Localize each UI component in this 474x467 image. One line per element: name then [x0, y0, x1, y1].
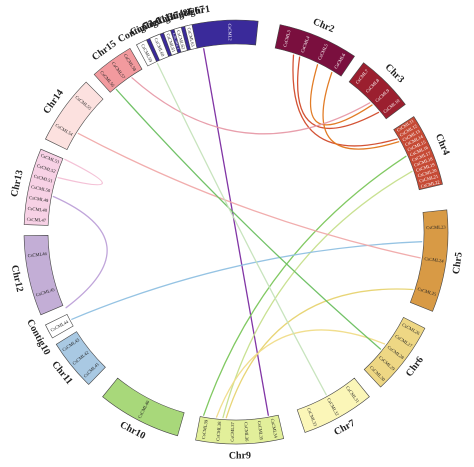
synteny-link [71, 241, 423, 320]
chromosome-label-chr6: Chr6 [404, 355, 426, 379]
synteny-link [222, 170, 413, 419]
gene-label: CsCML63 [186, 27, 195, 48]
synteny-link [77, 132, 421, 259]
chromosome-segment-chr4 [393, 116, 443, 191]
synteny-link [131, 77, 371, 135]
synteny-link [309, 64, 373, 126]
chromosome-label-chr5: Chr5 [451, 251, 465, 275]
chromosome-label-chr3: Chr3 [383, 62, 407, 86]
chromosome-segment-contig86 [173, 26, 188, 53]
chromosome-segment-chr12 [23, 234, 64, 316]
chromosome-segment-contig67 [184, 24, 198, 50]
gene-label: CsCML50 [31, 184, 52, 193]
gene-label: CsCML24 [424, 256, 445, 264]
synteny-links [52, 48, 423, 419]
chromosome-segment-chr13 [23, 148, 64, 226]
chromosome-segment-chr7 [296, 377, 370, 433]
gene-label: CsCML18 [413, 156, 434, 168]
gene-label: CsCML39 [201, 419, 209, 440]
gene-label: CsCML25 [417, 286, 438, 297]
chromosome-label-chr2: Chr2 [311, 16, 336, 35]
gene-label: CsCML4 [300, 35, 311, 53]
chromosome-segment-chr5 [409, 209, 449, 312]
gene-label: CsCML51 [33, 174, 54, 184]
synteny-link [156, 62, 327, 396]
chromosome-segment-chr6 [363, 316, 426, 388]
gene-label: CsCML38 [215, 421, 222, 441]
gene-label: CsCML35 [257, 421, 264, 442]
synteny-link [225, 288, 414, 419]
chromosome-segment-chr15 [93, 47, 143, 93]
gene-label: CsCML23 [426, 225, 446, 230]
chromosome-segment-contig111 [149, 33, 170, 61]
gene-label: CsCML52 [36, 163, 57, 174]
chromosome-label-chr9: Chr9 [229, 450, 251, 461]
synteny-link [215, 329, 386, 418]
chromosome-segment-chr10 [102, 377, 185, 437]
synteny-link [115, 88, 382, 350]
chromosome-segment-contig174 [163, 29, 179, 56]
gene-label: CsCML61 [165, 33, 176, 54]
chromosome-ring: CsCML1 CsCML2 CsCML3 CsCML4 CsCML5CsCML6CsCM… [23, 19, 449, 445]
gene-label: CsCML49 [29, 195, 50, 203]
gene-label: CsCML47 [27, 217, 47, 223]
gene-label: CsCML3 [282, 29, 291, 47]
chromosome-label-chr4: Chr4 [433, 132, 452, 157]
gene-label: CsCML19 [415, 162, 436, 173]
chromosome-label-chr1: Chr1 [187, 4, 211, 19]
synteny-link [292, 54, 398, 147]
gene-label: CsCML48 [27, 206, 48, 213]
chromosome-segment-contig73 [136, 39, 157, 67]
chromosome-label-chr10: Chr10 [118, 420, 147, 442]
synteny-link [296, 56, 380, 129]
gene-label: CsCML21 [419, 173, 440, 183]
synteny-link [52, 195, 108, 309]
chromosome-segment-chr9 [195, 414, 285, 445]
chromosome-segment-contig10 [45, 314, 74, 339]
gene-label: CsCML36 [243, 422, 249, 442]
chromosome-segment-chr11 [55, 331, 106, 385]
synteny-link [203, 48, 269, 416]
chromosome-label-chr13: Chr13 [9, 169, 26, 198]
gene-label: CsCML62 [176, 30, 186, 51]
chromosome-label-chr7: Chr7 [332, 418, 357, 438]
gene-label: CsCML34 [270, 418, 279, 439]
chromosome-segment-chr14 [45, 81, 104, 150]
gene-label: CsCML46 [27, 251, 48, 258]
gene-label: CsCML37 [230, 422, 235, 442]
gene-label: CsCML45 [35, 287, 56, 298]
gene-label: CsCML2 [227, 23, 233, 41]
gene-label: CsCML1 [172, 32, 182, 50]
synteny-link [203, 155, 407, 416]
synteny-link [57, 158, 103, 186]
chromosome-segment-chr3 [348, 62, 406, 120]
synteny-link [322, 71, 400, 150]
chromosome-label-chr12: Chr12 [9, 264, 25, 293]
gene-label: CsCML20 [417, 168, 438, 179]
chromosome-segment-chr2 [274, 24, 355, 77]
gene-label: CsCML22 [420, 179, 441, 189]
